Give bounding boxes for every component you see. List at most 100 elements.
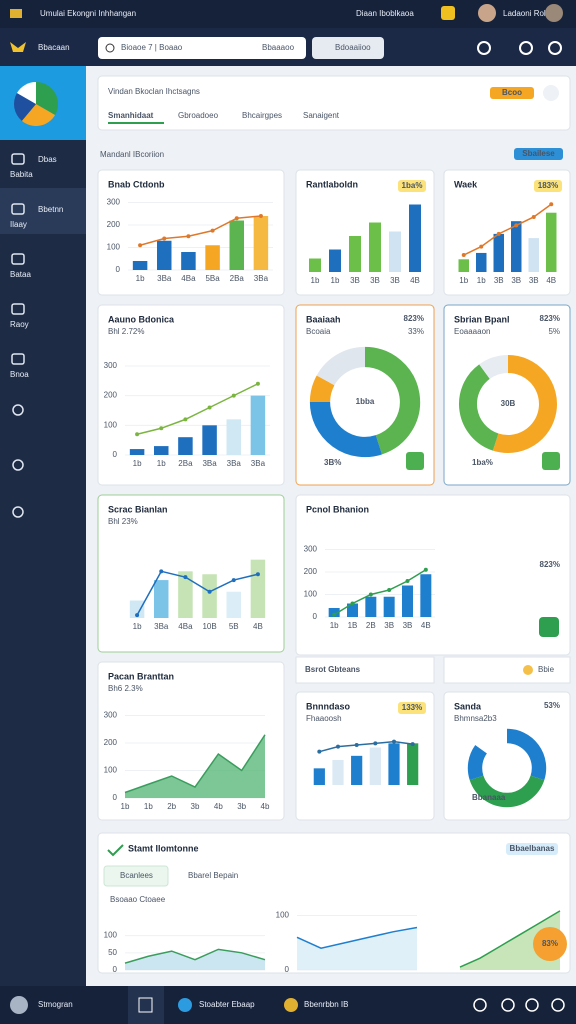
donut-action[interactable] (406, 452, 424, 470)
nav-icon[interactable] (548, 41, 562, 55)
card-badge-bg (534, 180, 562, 192)
x-tick-label: 4b (261, 802, 270, 811)
logo-slice (14, 93, 36, 121)
confirm-button[interactable] (539, 617, 559, 637)
x-tick-label: 1b (144, 802, 153, 811)
search-button[interactable]: Bbaaaoo (262, 43, 295, 52)
bottom-badge[interactable]: Bbaelbanas (510, 844, 555, 853)
sidebar-sub: Ilaay (10, 220, 27, 229)
tab[interactable]: Sanaigent (303, 111, 340, 120)
status-icon (441, 6, 455, 20)
bar (157, 240, 172, 270)
line (319, 740, 413, 753)
sidebar-icon[interactable] (11, 303, 25, 315)
sidebar-label[interactable]: Bbetnn (38, 205, 63, 214)
header-icon[interactable] (543, 85, 559, 101)
x-tick-label: 3B (403, 621, 413, 630)
line-point (258, 214, 263, 218)
footer-user: Stmogran (38, 1000, 73, 1009)
bar (347, 603, 358, 617)
footer-icon[interactable] (501, 998, 515, 1012)
x-tick-label: 1B (348, 621, 358, 630)
y-tick-label: 100 (104, 931, 118, 940)
chart-title: Bsoaao Ctoaee (110, 895, 166, 904)
nav-icon[interactable] (477, 41, 491, 55)
sidebar-label[interactable]: Dbas (38, 155, 57, 164)
card-subtitle: Eoaaaaon (454, 327, 490, 336)
x-tick-label: 4Ba (178, 622, 193, 631)
dropdown[interactable] (295, 656, 435, 684)
donut-segment (479, 355, 509, 380)
tab-box[interactable] (103, 865, 169, 887)
bar (202, 425, 217, 455)
x-tick-label: 3B (390, 276, 400, 285)
bottom-badge-bg (506, 843, 558, 855)
avatar[interactable] (545, 4, 563, 22)
footer-icon[interactable] (551, 998, 565, 1012)
donut-center: 30B (501, 399, 516, 408)
sidebar-icon[interactable] (11, 203, 25, 215)
footer-icon (284, 998, 298, 1012)
y-tick-label: 0 (113, 965, 118, 974)
tab[interactable]: Smanhidaat (108, 111, 154, 120)
sidebar-icon[interactable] (12, 459, 24, 471)
card-subtitle: Bhmnsa2b3 (454, 714, 497, 723)
line-point (354, 743, 359, 747)
bar (420, 574, 432, 617)
tab[interactable]: Bhcairgpes (242, 111, 282, 120)
float-text[interactable]: 83% (542, 939, 558, 948)
x-tick-label: 3Ba (254, 274, 269, 283)
line (136, 570, 259, 616)
x-tick-label: 1b (157, 459, 166, 468)
y-tick-label: 300 (107, 198, 121, 207)
bar (178, 571, 193, 618)
area-line (124, 734, 266, 794)
y-tick-label: 100 (107, 243, 121, 252)
card-title: Pacan Branttan (108, 671, 174, 681)
donut-action[interactable] (542, 452, 560, 470)
donut-segment (506, 728, 547, 781)
sidebar-icon[interactable] (11, 153, 25, 165)
x-tick-label: 2B (366, 621, 376, 630)
sidebar-icon[interactable] (11, 353, 25, 365)
avatar[interactable] (478, 4, 496, 22)
tab[interactable]: Bbarel Bepain (188, 871, 238, 880)
dropdown-text[interactable]: Bsrot Gbteans (305, 665, 361, 674)
avatar[interactable] (10, 996, 28, 1014)
sidebar-icon[interactable] (12, 404, 24, 416)
footer-tab[interactable] (128, 986, 164, 1024)
float-button[interactable] (533, 927, 567, 961)
action-box[interactable] (312, 37, 384, 59)
footer-icon[interactable] (525, 998, 539, 1012)
sidebar-icon[interactable] (11, 253, 25, 265)
bar (402, 585, 413, 617)
donut-segment (459, 364, 499, 451)
tab[interactable]: Gbroadoeo (178, 111, 219, 120)
tab[interactable]: Bcanlees (120, 871, 153, 880)
bar (458, 259, 469, 272)
sidebar-label[interactable]: Raoy (10, 320, 29, 329)
sidebar-icon[interactable] (12, 506, 24, 518)
footer-item[interactable]: Bbenrbbn IB (304, 1000, 348, 1009)
line (139, 215, 261, 246)
page-title: Vindan Bkoclan Ihctsagns (108, 87, 200, 96)
footer-item[interactable]: Stoabter Ebaap (199, 1000, 255, 1009)
sidebar-label[interactable]: Bnoa (10, 370, 29, 379)
y-tick-label: 100 (276, 911, 290, 920)
logo-slice (21, 104, 56, 126)
bar (365, 596, 377, 617)
bar (388, 743, 400, 785)
line-point (405, 579, 410, 583)
x-tick-label: 1b (477, 276, 486, 285)
section-button[interactable]: Sbailese (522, 149, 555, 158)
header-badge[interactable]: Bcoo (502, 88, 522, 97)
line-point (231, 393, 236, 398)
bar (383, 596, 395, 617)
nav-icon[interactable] (519, 41, 533, 55)
line-point (186, 234, 191, 239)
sidebar-label[interactable]: Bataa (10, 270, 31, 279)
line-point (392, 739, 396, 744)
footer-icon[interactable] (473, 998, 487, 1012)
bar (528, 238, 539, 272)
search-box[interactable] (98, 37, 306, 59)
